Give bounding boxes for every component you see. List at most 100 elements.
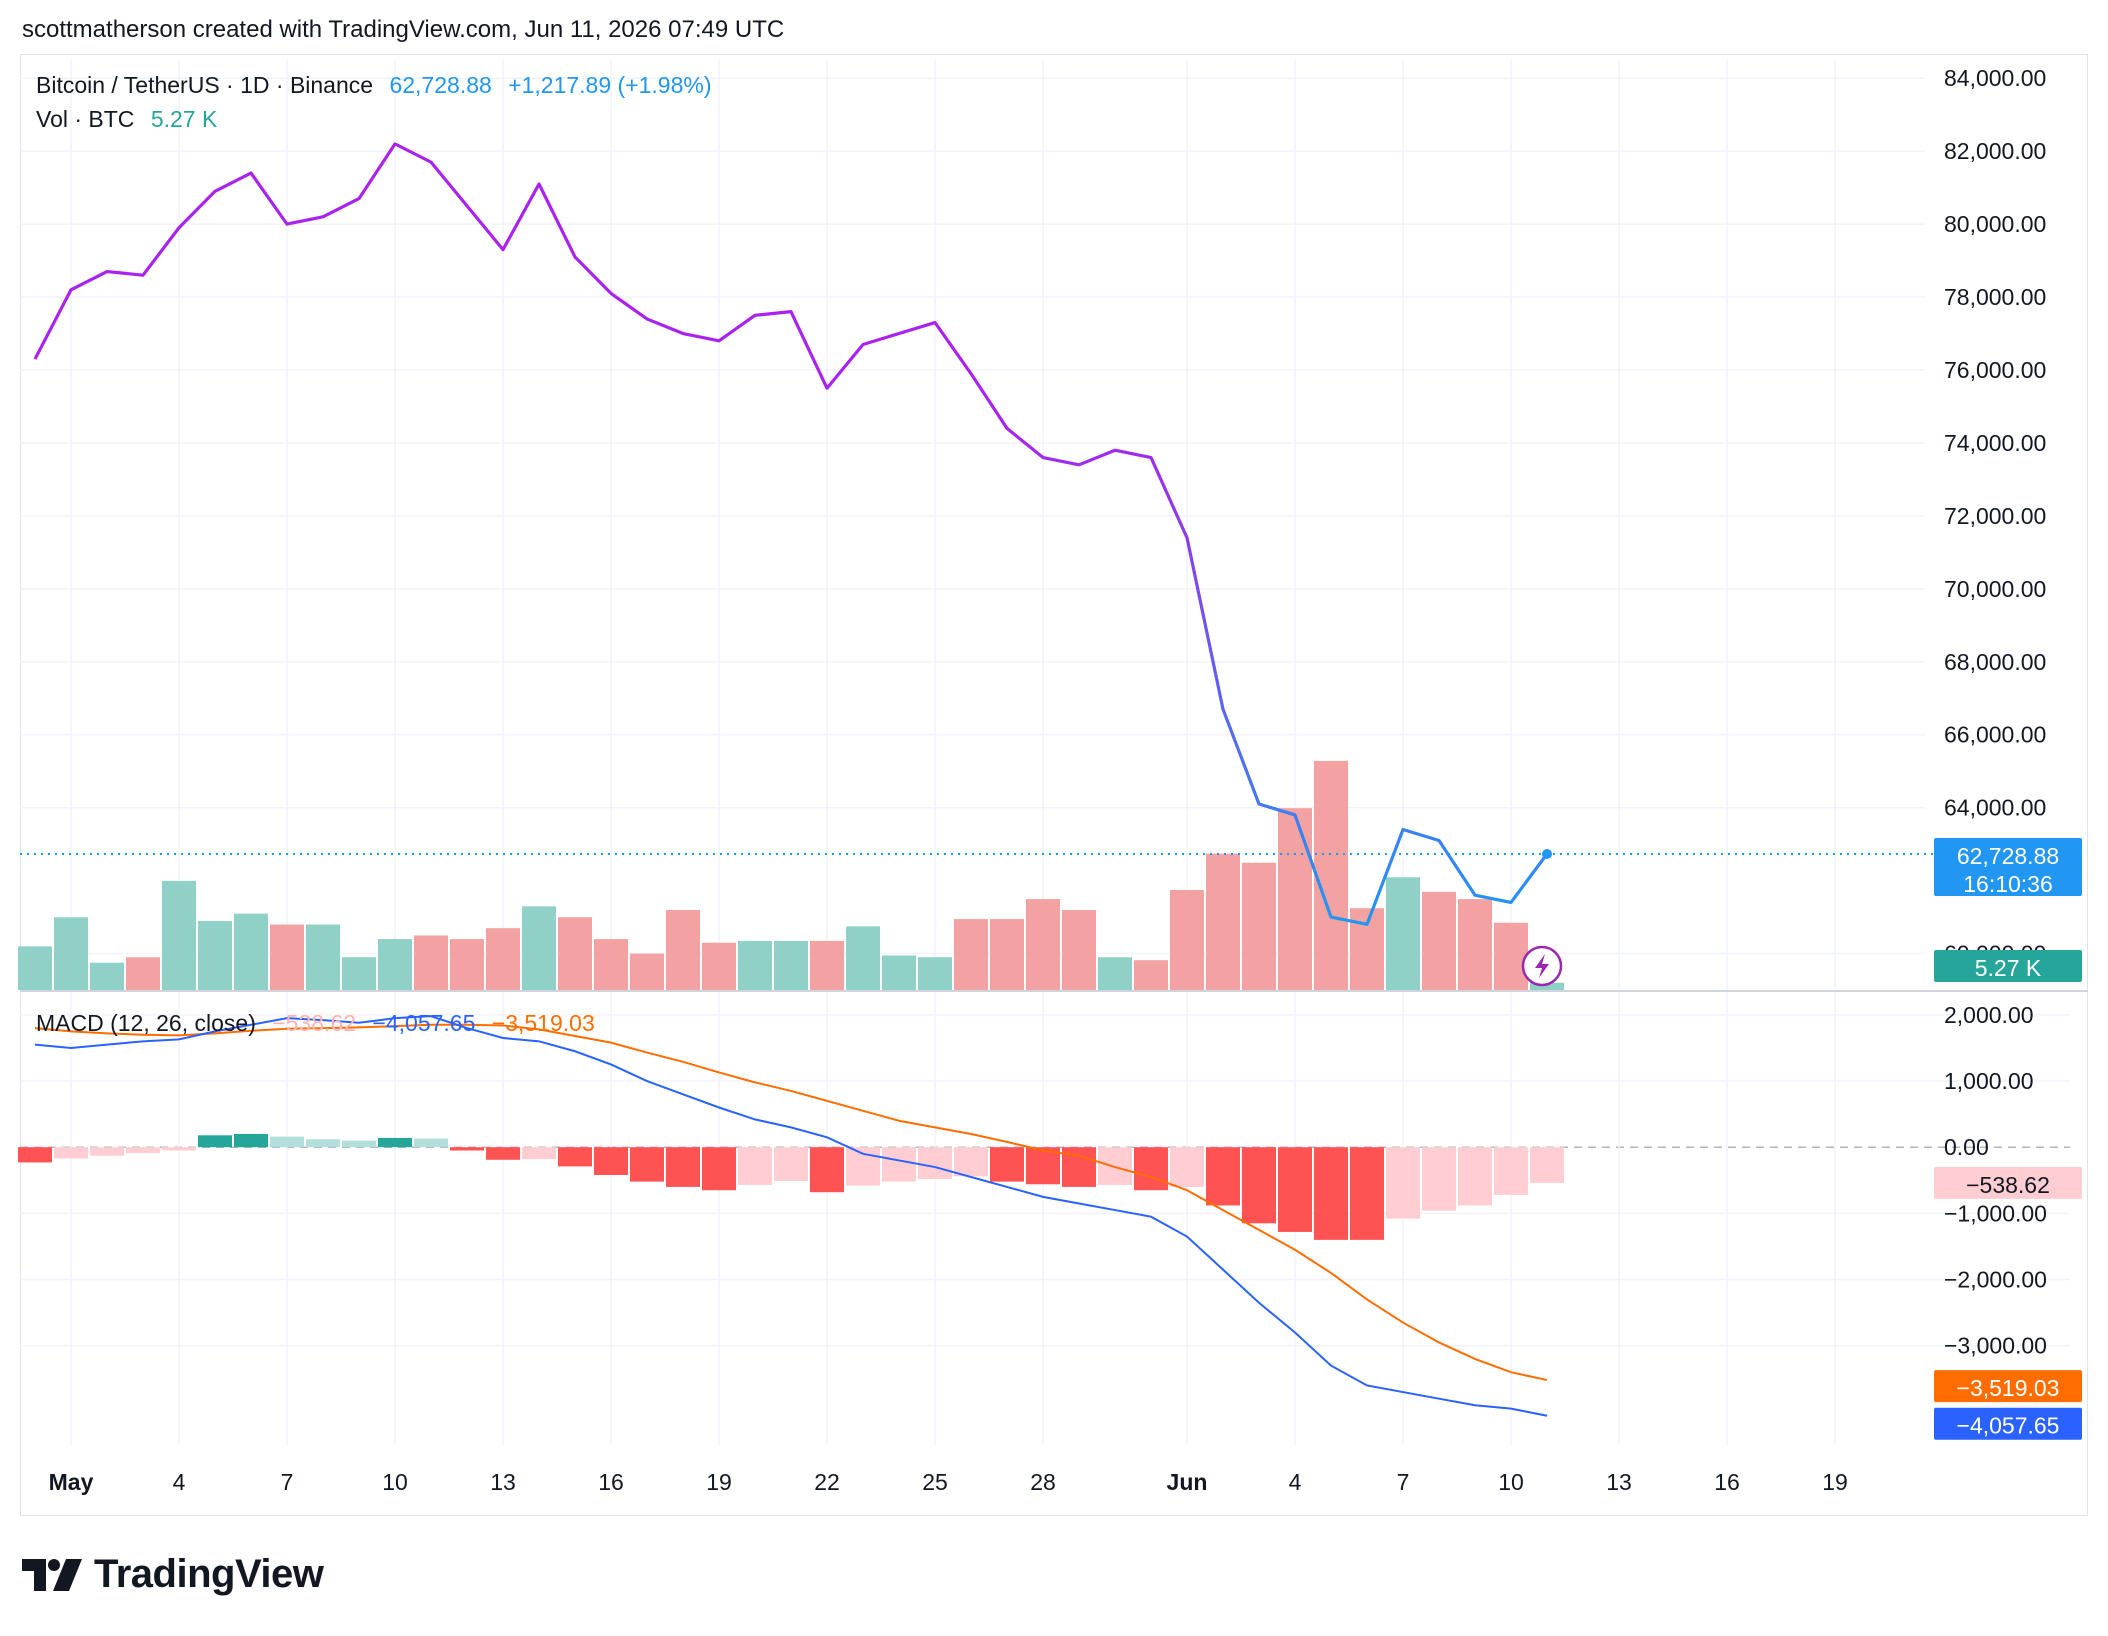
macd-histogram-bar [1026, 1147, 1060, 1185]
volume-bar [1098, 957, 1132, 990]
volume-bar [1386, 877, 1420, 990]
macd-legend[interactable]: MACD (12, 26, close) −538.62 −4,057.65 −… [36, 1010, 605, 1037]
volume-bar [1170, 890, 1204, 990]
macd-hist-badge [1934, 1166, 2082, 1199]
symbol-label[interactable]: Bitcoin / TetherUS · 1D · Binance [36, 72, 374, 98]
lightning-glyph [1535, 954, 1549, 978]
volume-bar [54, 917, 88, 990]
last-price-badge-text: 16:10:36 [1963, 871, 2053, 897]
volume-bar [918, 957, 952, 990]
axes: 84,000.00 82,000.00 80,000.00 78,000.00 76,0… [20, 65, 2088, 1495]
volume-bar [1062, 910, 1096, 990]
macd-histogram-bar [666, 1147, 700, 1187]
price-axis-label: 68,000.00 [1944, 649, 2046, 675]
price-axis-label: 82,000.00 [1944, 138, 2046, 164]
macd-histogram-bar [1386, 1147, 1420, 1219]
macd-axis-label: −2,000.00 [1944, 1267, 2047, 1293]
macd-histogram-bar [558, 1147, 592, 1167]
volume-legend[interactable]: Vol · BTC 5.27 K [36, 106, 227, 133]
macd-lines [34, 1015, 1548, 1417]
macd-histogram-bar [1530, 1147, 1564, 1183]
volume-bar [486, 928, 520, 990]
macd-histogram-bar [198, 1135, 232, 1148]
time-axis-label: 10 [382, 1469, 408, 1495]
volume-bar [630, 953, 664, 990]
macd-histogram [18, 1133, 1564, 1240]
macd-axis-label: −3,000.00 [1944, 1333, 2047, 1359]
volume-bar [738, 940, 772, 990]
volume-bar [774, 940, 808, 990]
time-axis-label: 4 [1289, 1469, 1302, 1495]
price-axis-label: 66,000.00 [1944, 722, 2046, 748]
volume-bar [1242, 862, 1276, 990]
macd-histogram-bar [450, 1147, 484, 1151]
macd-histogram-bar [1458, 1147, 1492, 1206]
price-axis-label: 64,000.00 [1944, 795, 2046, 821]
macd-hist-value: −538.62 [272, 1010, 357, 1036]
time-axis-label: 16 [1714, 1469, 1740, 1495]
macd-line-badge [1934, 1407, 2082, 1440]
chart-frame[interactable] [20, 54, 2088, 1516]
tradingview-logo[interactable]: TradingView [22, 1552, 324, 1597]
realtime-marker[interactable] [1521, 945, 1563, 987]
macd-histogram-bar [954, 1147, 988, 1177]
price-series [20, 142, 1945, 926]
macd-line [34, 1015, 1548, 1417]
price-axis-label: 74,000.00 [1944, 430, 2046, 456]
macd-histogram-bar [810, 1147, 844, 1193]
volume-bar [306, 924, 340, 990]
macd-histogram-bar [126, 1147, 160, 1154]
volume-bar [234, 913, 268, 990]
macd-histogram-bar [630, 1147, 664, 1182]
time-axis-label: 19 [1822, 1469, 1848, 1495]
time-axis-label: 7 [281, 1469, 294, 1495]
volume-bar [126, 957, 160, 990]
macd-histogram-bar [270, 1136, 304, 1148]
macd-signal-badge-text: −3,519.03 [1957, 1375, 2060, 1401]
macd-label[interactable]: MACD (12, 26, close) [36, 1010, 256, 1036]
volume-bar [1206, 853, 1240, 990]
macd-histogram-bar [1314, 1147, 1348, 1240]
macd-histogram-bar [1170, 1147, 1204, 1187]
volume-bar [378, 939, 412, 990]
macd-histogram-bar [18, 1147, 52, 1163]
macd-histogram-bar [738, 1147, 772, 1185]
price-change: +1,217.89 (+1.98%) [508, 72, 712, 98]
volume-bar [450, 939, 484, 990]
last-price-badge-text: 62,728.88 [1957, 843, 2059, 869]
price-axis-label: 84,000.00 [1944, 65, 2046, 91]
macd-histogram-bar [54, 1147, 88, 1159]
volume-bar [954, 919, 988, 990]
volume-label[interactable]: Vol · BTC [36, 106, 135, 132]
macd-histogram-bar [90, 1147, 124, 1156]
volume-bar [1314, 760, 1348, 990]
macd-histogram-bar [990, 1147, 1024, 1182]
macd-axis-label: 2,000.00 [1944, 1002, 2034, 1028]
volume-bar [90, 962, 124, 990]
price-axis-label: 80,000.00 [1944, 211, 2046, 237]
time-axis-label: 19 [706, 1469, 732, 1495]
macd-histogram-bar [1422, 1147, 1456, 1211]
price-axis-label: 72,000.00 [1944, 503, 2046, 529]
macd-histogram-bar [594, 1147, 628, 1175]
volume-bar [342, 957, 376, 990]
macd-axis-label: −1,000.00 [1944, 1200, 2047, 1226]
macd-axis-label: 0.00 [1944, 1134, 1989, 1160]
macd-histogram-bar [1206, 1147, 1240, 1206]
volume-badge-text: 5.27 K [1975, 955, 2042, 981]
tradingview-logo-text: TradingView [94, 1552, 324, 1596]
price-axis-label: 76,000.00 [1944, 357, 2046, 383]
symbol-legend[interactable]: Bitcoin / TetherUS · 1D · Binance 62,728… [36, 72, 722, 99]
macd-histogram-bar [1242, 1147, 1276, 1224]
macd-histogram-bar [306, 1139, 340, 1148]
volume-bars [18, 760, 1564, 990]
volume-bar [18, 946, 52, 990]
time-axis-label: 7 [1397, 1469, 1410, 1495]
time-axis-label: 4 [173, 1469, 186, 1495]
time-axis-label: 13 [1606, 1469, 1632, 1495]
last-price-dot [1542, 849, 1552, 860]
volume-bar [882, 955, 916, 990]
time-axis-label: 25 [922, 1469, 948, 1495]
macd-histogram-bar [1350, 1147, 1384, 1240]
